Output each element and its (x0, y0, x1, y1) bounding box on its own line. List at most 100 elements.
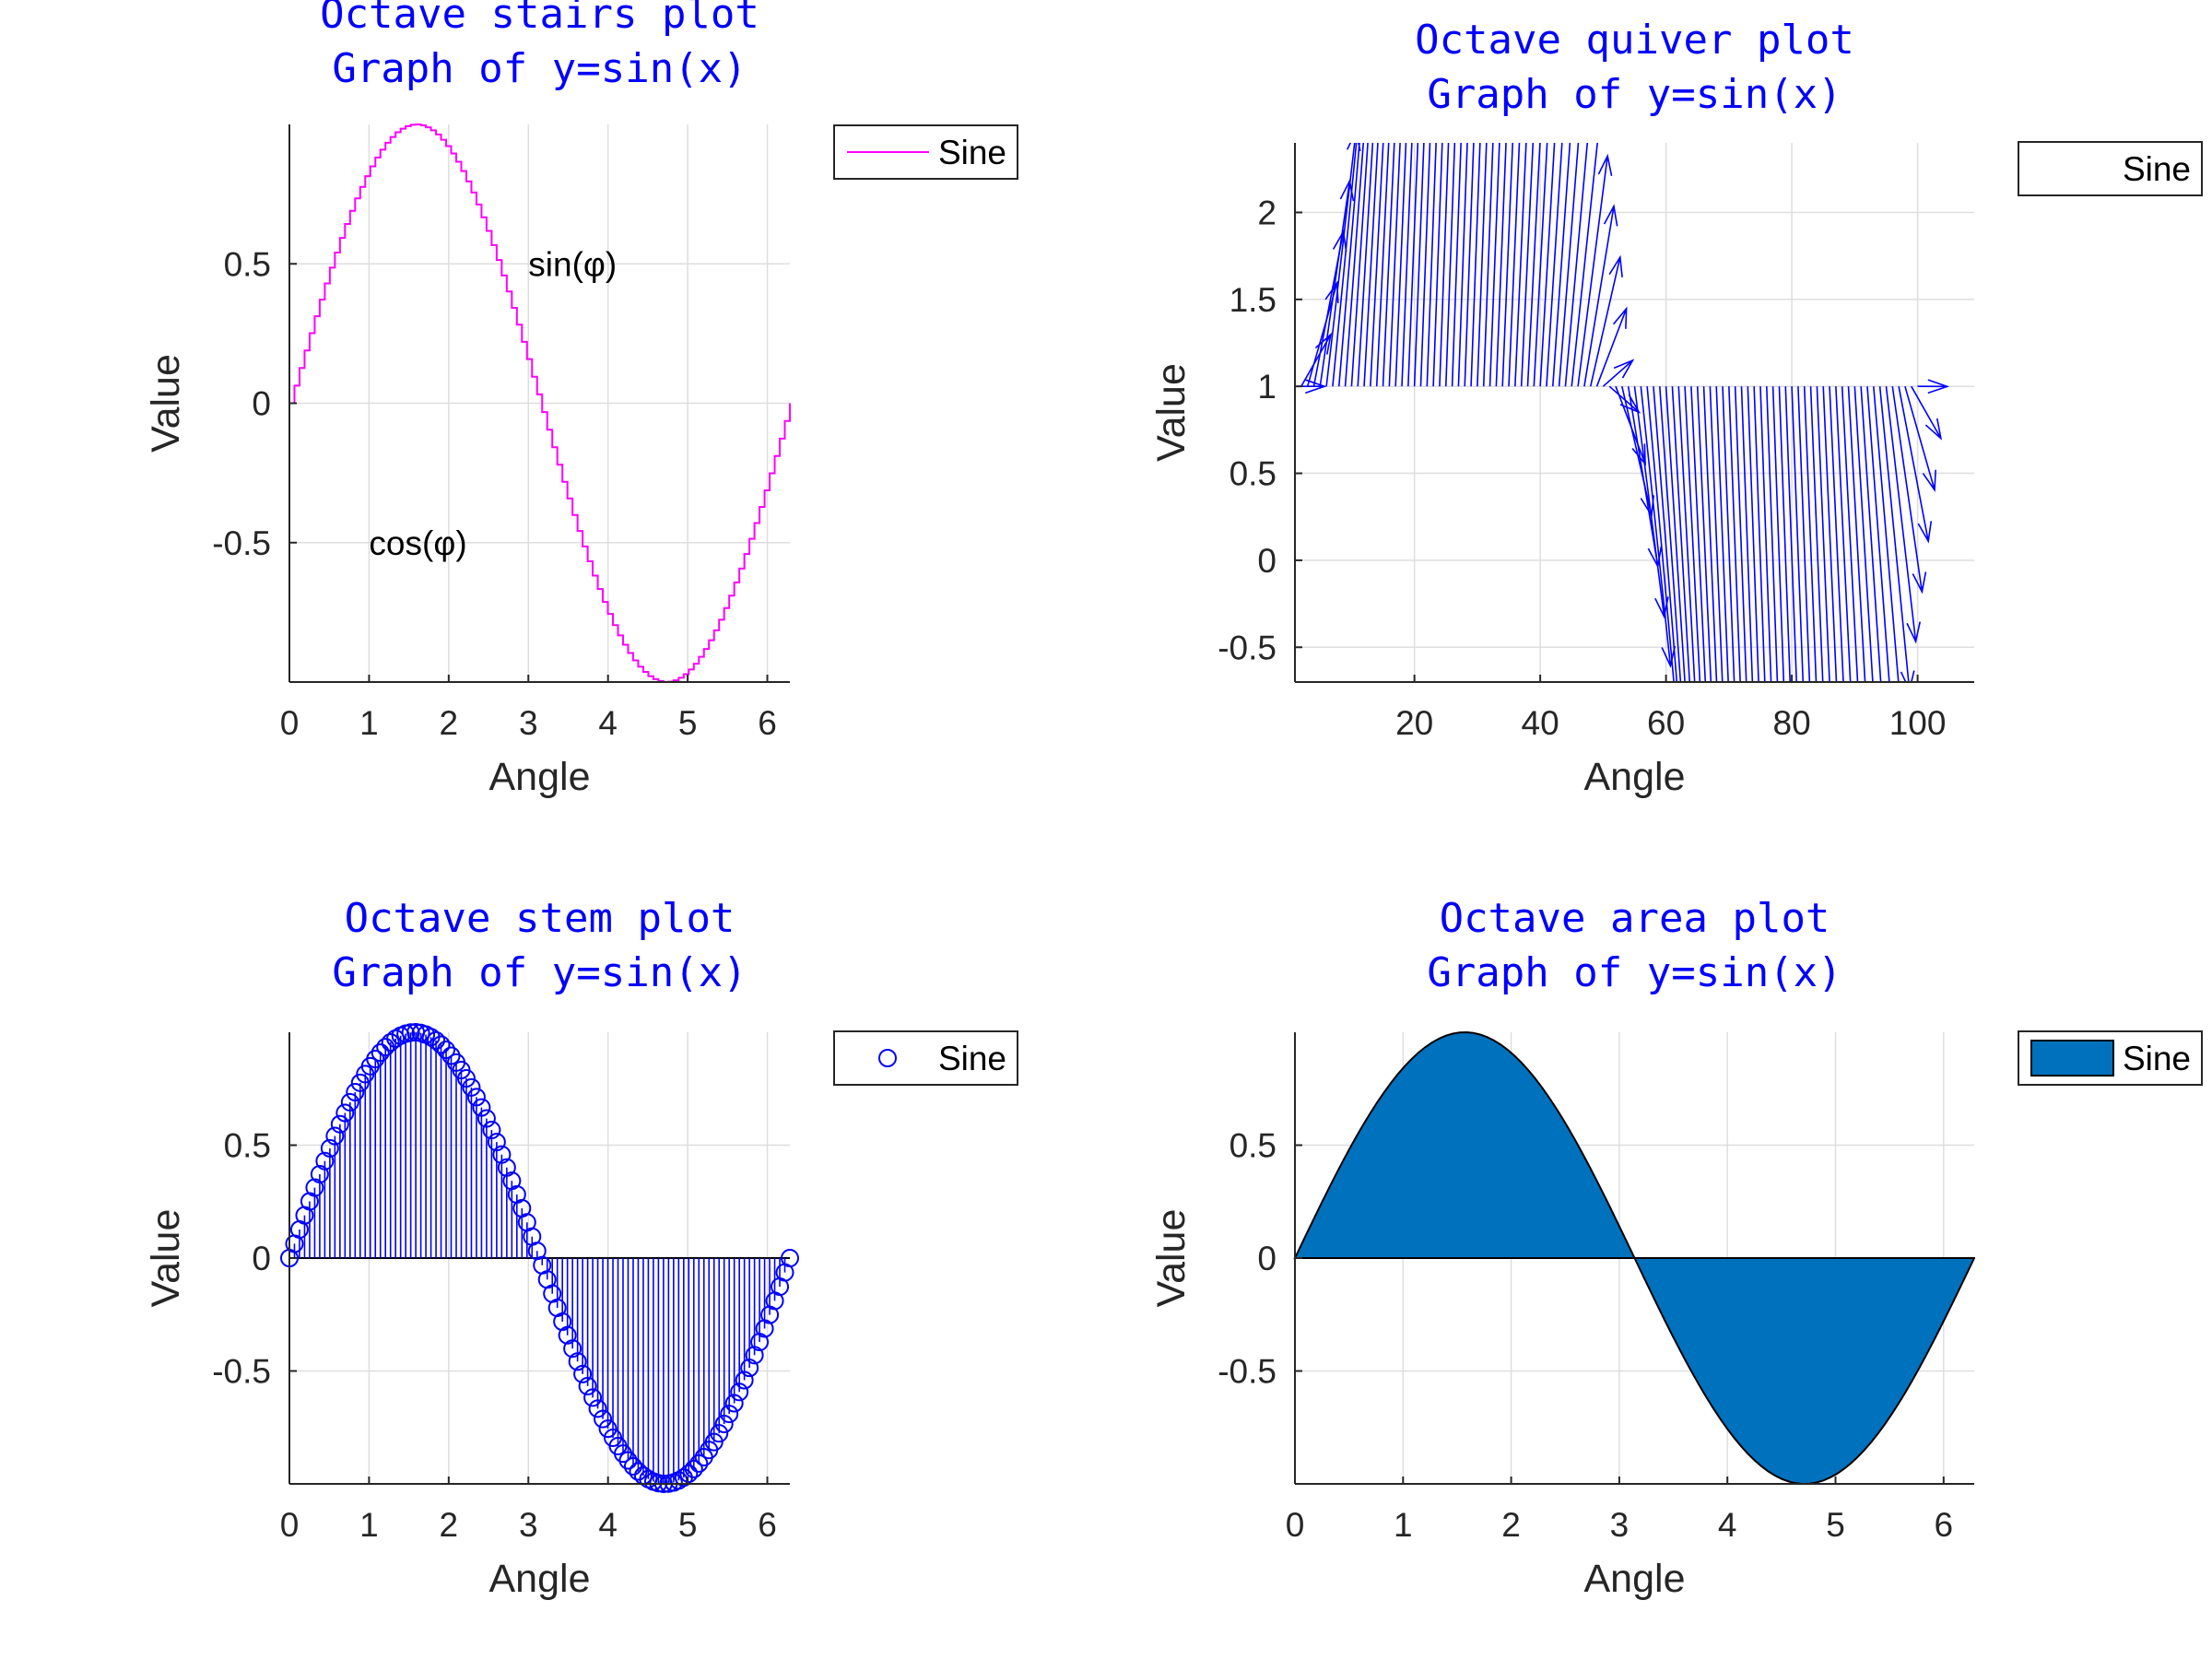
x-tick-label: 3 (519, 704, 538, 742)
quiver-arrowhead (1917, 521, 1933, 544)
quiver-arrow (1357, 143, 1374, 387)
quiver-arrowhead (1764, 1167, 1777, 1186)
quiver-arrow (1696, 386, 1712, 682)
quiver-arrow (1658, 386, 1682, 682)
x-tick-label: 5 (678, 704, 698, 742)
quiver-arrow (1803, 386, 1818, 682)
quiver-arrow (1653, 386, 1678, 682)
stem-marker (462, 1077, 481, 1097)
x-tick-label: 60 (1647, 704, 1685, 742)
chart-title-line: Octave stairs plot (320, 0, 759, 38)
quiver-arrow (1715, 386, 1729, 682)
quiver-arrow (1432, 143, 1443, 387)
stem-marker (730, 1382, 749, 1402)
quiver-arrow (1690, 386, 1707, 682)
quiver-arrowhead (1688, 830, 1700, 850)
x-tick-label: 6 (1935, 1506, 1954, 1544)
quiver-arrowhead (1360, 35, 1373, 54)
quiver-arrow (1375, 143, 1390, 387)
stem-marker (492, 1145, 512, 1164)
y-axis-label: Value (1149, 363, 1194, 462)
chart-title-line: Graph of y=sin(x) (1427, 949, 1841, 996)
quiver-arrow (1791, 386, 1805, 682)
quiver-arrow (1640, 386, 1672, 666)
quiver-arrowhead (1912, 571, 1927, 594)
quiver-arrow (1577, 156, 1608, 387)
chart-title-line: Graph of y=sin(x) (1427, 71, 1841, 118)
quiver-arrow (1363, 143, 1379, 387)
quiver-arrow (1740, 386, 1754, 682)
quiver-arrow (1709, 386, 1724, 682)
quiver-arrow (1841, 386, 1859, 682)
x-tick-label: 40 (1522, 704, 1559, 742)
subplot-stairs: Octave stairs plot Graph of y=sin(x) 0 1 2 3 4… (144, 0, 1018, 799)
quiver-arrow (1394, 143, 1407, 387)
stem-marker (745, 1346, 764, 1365)
stem-marker (583, 1388, 603, 1407)
quiver-arrowhead (1924, 418, 1943, 441)
quiver-arrow (1495, 143, 1507, 387)
stem-marker (487, 1133, 506, 1152)
quiver-arrow (1816, 386, 1830, 682)
stem-marker (456, 1069, 476, 1088)
x-tick-label: 3 (1610, 1506, 1630, 1544)
legend: Sine (833, 1030, 1018, 1086)
series-sine (289, 124, 791, 683)
stem-marker (710, 1424, 729, 1443)
x-tick-label: 2 (440, 1506, 459, 1544)
quiver-arrow (1873, 386, 1900, 682)
stem-marker (437, 1041, 456, 1060)
quiver-arrow (1344, 143, 1365, 387)
legend: Sine (833, 124, 1018, 180)
quiver-arrow (1753, 386, 1766, 682)
stem-marker (502, 1171, 522, 1191)
x-axis-label: Angle (489, 1557, 591, 1601)
quiver-arrow (1797, 386, 1811, 682)
x-tick-label: 80 (1773, 704, 1811, 742)
legend-box (2018, 141, 2203, 196)
x-tick-label: 0 (280, 704, 300, 742)
x-tick-label: 6 (758, 704, 777, 742)
quiver-arrow (1520, 143, 1535, 387)
annotation-text: cos(φ) (369, 524, 466, 562)
quiver-arrowhead (1661, 645, 1677, 668)
quiver-arrow (1633, 386, 1665, 618)
quiver-arrowhead (1324, 280, 1339, 303)
quiver-arrowhead (1927, 379, 1950, 394)
y-tick-label: 0.5 (224, 245, 271, 283)
quiver-arrowhead (1906, 621, 1922, 644)
quiver-arrowhead (1720, 1018, 1733, 1037)
quiver-arrowhead (1612, 306, 1628, 329)
y-tick-label: 1.5 (1230, 281, 1277, 319)
quiver-arrow (1766, 386, 1779, 682)
quiver-arrow (1451, 143, 1462, 387)
y-tick-label: 0.5 (224, 1127, 271, 1165)
quiver-arrowhead (1883, 809, 1896, 829)
legend-entry: Sine (938, 1040, 1006, 1077)
quiver-arrow (1350, 143, 1369, 387)
stem-marker (497, 1158, 516, 1177)
quiver-arrow (1407, 143, 1419, 387)
quiver-arrow (1546, 143, 1563, 387)
stem-marker (618, 1451, 638, 1470)
quiver-arrow (1771, 386, 1785, 682)
stem-marker (320, 1138, 339, 1158)
quiver-arrowhead (1738, 1100, 1751, 1119)
quiver-arrowhead (1367, 0, 1380, 8)
quiver-arrow (1464, 143, 1475, 387)
annotation-text: sin(φ) (528, 245, 617, 283)
quiver-arrow (1457, 143, 1468, 387)
legend-swatch (2030, 1040, 2114, 1077)
x-tick-label: 0 (280, 1506, 300, 1544)
quiver-arrowhead (1789, 1183, 1802, 1203)
x-tick-label: 5 (1826, 1506, 1845, 1544)
quiver-arrow (1728, 386, 1741, 682)
quiver-arrowhead (1852, 1002, 1865, 1021)
legend-swatch (878, 1049, 897, 1067)
quiver-arrow (1866, 386, 1890, 682)
quiver-arrowhead (1802, 1172, 1815, 1192)
quiver-arrow (1646, 386, 1675, 682)
chart-title-line: Graph of y=sin(x) (332, 45, 747, 92)
quiver-arrowhead (1608, 254, 1623, 277)
legend: Sine (2018, 141, 2203, 196)
